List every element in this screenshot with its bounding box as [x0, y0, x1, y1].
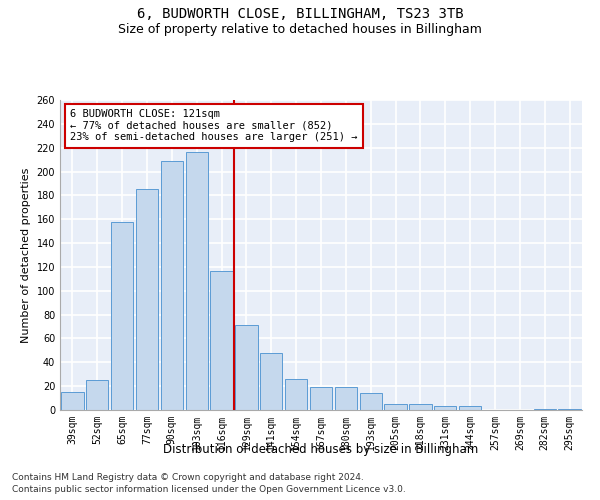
Bar [61, 392, 83, 410]
Bar [335, 388, 357, 410]
Bar [533, 409, 556, 410]
Bar [235, 326, 257, 410]
Bar [86, 380, 109, 410]
Text: Distribution of detached houses by size in Billingham: Distribution of detached houses by size … [163, 442, 479, 456]
Bar [161, 161, 183, 410]
Y-axis label: Number of detached properties: Number of detached properties [21, 168, 31, 342]
Bar [559, 409, 581, 410]
Bar [185, 152, 208, 410]
Bar [459, 406, 481, 410]
Bar [211, 270, 233, 410]
Bar [409, 404, 431, 410]
Bar [310, 388, 332, 410]
Text: 6, BUDWORTH CLOSE, BILLINGHAM, TS23 3TB: 6, BUDWORTH CLOSE, BILLINGHAM, TS23 3TB [137, 8, 463, 22]
Bar [111, 222, 133, 410]
Bar [260, 353, 283, 410]
Bar [385, 404, 407, 410]
Text: Contains public sector information licensed under the Open Government Licence v3: Contains public sector information licen… [12, 485, 406, 494]
Bar [285, 379, 307, 410]
Text: 6 BUDWORTH CLOSE: 121sqm
← 77% of detached houses are smaller (852)
23% of semi-: 6 BUDWORTH CLOSE: 121sqm ← 77% of detach… [70, 110, 358, 142]
Bar [359, 394, 382, 410]
Bar [136, 190, 158, 410]
Text: Size of property relative to detached houses in Billingham: Size of property relative to detached ho… [118, 22, 482, 36]
Bar [434, 406, 457, 410]
Text: Contains HM Land Registry data © Crown copyright and database right 2024.: Contains HM Land Registry data © Crown c… [12, 472, 364, 482]
